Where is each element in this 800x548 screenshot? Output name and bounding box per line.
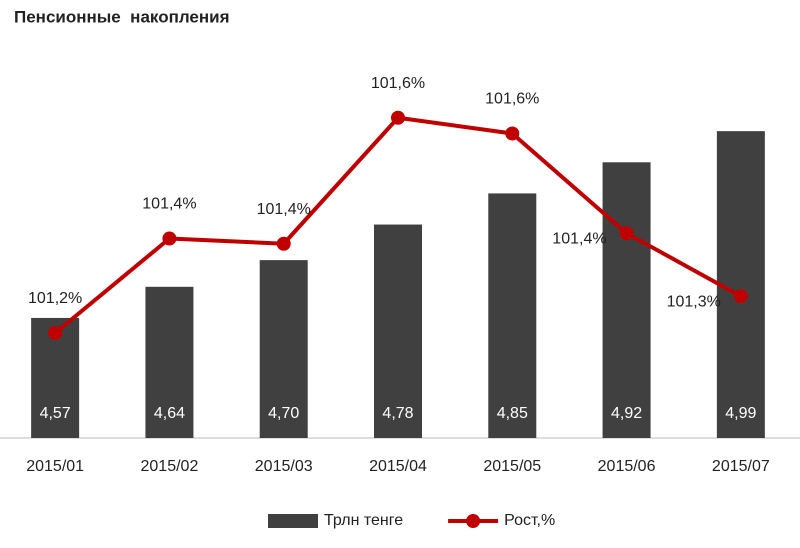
bar — [374, 224, 422, 438]
line-point — [391, 110, 405, 125]
legend-label: Трлн тенге — [324, 512, 403, 529]
bar — [145, 286, 194, 438]
legend-swatch — [268, 514, 318, 528]
line-point — [505, 126, 520, 141]
x-tick-label: 2015/04 — [369, 458, 427, 475]
line-value-label: 101,4% — [142, 196, 196, 213]
x-tick-label: 2015/05 — [483, 458, 541, 475]
x-tick-label: 2015/06 — [598, 458, 656, 475]
line-value-label: 101,6% — [371, 75, 425, 92]
x-tick-label: 2015/07 — [712, 458, 770, 475]
bar-value-label: 4,92 — [611, 405, 642, 422]
line-value-label: 101,6% — [485, 91, 539, 108]
chart-title: Пенсионные накопления — [14, 7, 230, 26]
line-value-label: 101,4% — [552, 230, 606, 247]
legend-swatch — [466, 514, 481, 528]
bar — [716, 131, 765, 438]
legend-label: Рост,% — [504, 512, 555, 529]
line-value-label: 101,2% — [28, 290, 82, 307]
bar-value-label: 4,70 — [268, 405, 299, 422]
bar-value-label: 4,99 — [725, 405, 756, 422]
line-point — [733, 289, 748, 304]
bar — [488, 193, 537, 438]
line-point — [162, 231, 177, 246]
line-point — [48, 326, 63, 340]
bar — [602, 162, 651, 438]
line-value-label: 101,3% — [667, 293, 721, 310]
line-point — [276, 236, 291, 251]
bar-value-label: 4,78 — [382, 405, 413, 422]
x-tick-label: 2015/01 — [26, 458, 84, 475]
bar-value-label: 4,85 — [497, 405, 528, 422]
line-value-label: 101,4% — [257, 201, 311, 218]
bar-value-label: 4,64 — [154, 405, 185, 422]
bar-value-label: 4,57 — [40, 405, 71, 422]
x-tick-label: 2015/03 — [255, 458, 313, 475]
line-point — [619, 226, 634, 241]
x-tick-label: 2015/02 — [141, 458, 199, 475]
bar — [259, 260, 308, 438]
